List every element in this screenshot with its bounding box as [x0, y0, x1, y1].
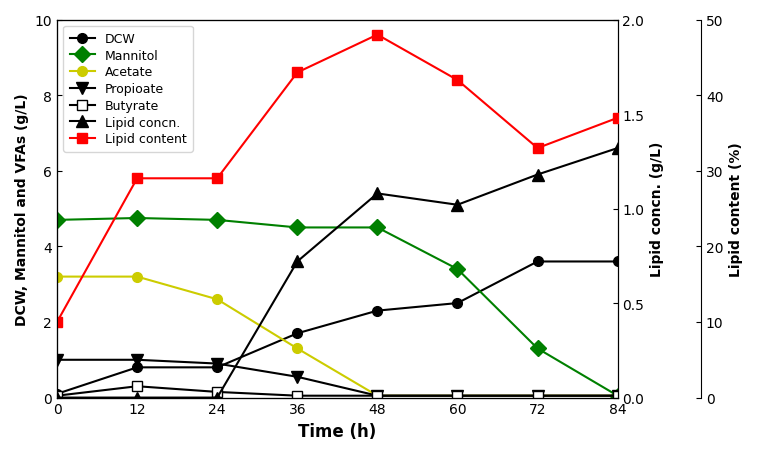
Acetate [293, 346, 302, 351]
Butyrate [453, 393, 462, 399]
Propioate [453, 393, 462, 399]
Line: Lipid concn.: Lipid concn. [52, 143, 623, 403]
Propioate [293, 374, 302, 379]
Propioate [613, 393, 622, 399]
Mannitol [533, 346, 542, 351]
Lipid content [613, 116, 622, 121]
Line: Butyrate: Butyrate [52, 382, 622, 401]
Butyrate [133, 384, 142, 389]
Y-axis label: Lipid content (%): Lipid content (%) [729, 142, 743, 276]
Lipid concn. [213, 395, 222, 400]
Legend: DCW, Mannitol, Acetate, Propioate, Butyrate, Lipid concn., Lipid content: DCW, Mannitol, Acetate, Propioate, Butyr… [63, 27, 193, 152]
Butyrate [373, 393, 382, 399]
Lipid content [293, 71, 302, 76]
Butyrate [293, 393, 302, 399]
Y-axis label: Lipid concn. (g/L): Lipid concn. (g/L) [650, 142, 664, 277]
Butyrate [52, 393, 61, 399]
Lipid content [373, 33, 382, 38]
Lipid content [533, 146, 542, 152]
Propioate [133, 357, 142, 363]
Lipid concn. [533, 172, 542, 178]
Acetate [133, 274, 142, 280]
Line: Lipid content: Lipid content [52, 30, 622, 327]
DCW [213, 365, 222, 370]
Line: DCW: DCW [52, 257, 622, 399]
Mannitol [373, 225, 382, 231]
Line: Propioate: Propioate [52, 354, 623, 401]
Acetate [533, 393, 542, 399]
X-axis label: Time (h): Time (h) [298, 422, 377, 440]
Mannitol [133, 216, 142, 221]
Lipid concn. [373, 191, 382, 197]
Lipid concn. [133, 395, 142, 400]
Y-axis label: DCW, Mannitol and VFAs (g/L): DCW, Mannitol and VFAs (g/L) [15, 93, 29, 325]
Mannitol [293, 225, 302, 231]
Acetate [453, 393, 462, 399]
Lipid concn. [453, 202, 462, 208]
Lipid concn. [613, 146, 622, 152]
Propioate [533, 393, 542, 399]
Lipid content [52, 319, 61, 325]
Propioate [213, 361, 222, 366]
DCW [133, 365, 142, 370]
Propioate [373, 393, 382, 399]
Lipid concn. [293, 259, 302, 265]
Acetate [373, 393, 382, 399]
Acetate [213, 297, 222, 303]
DCW [453, 301, 462, 306]
Mannitol [453, 267, 462, 272]
Propioate [52, 357, 61, 363]
Butyrate [533, 393, 542, 399]
Butyrate [613, 393, 622, 399]
Mannitol [613, 393, 622, 399]
Lipid concn. [52, 395, 61, 400]
Acetate [52, 274, 61, 280]
Lipid content [453, 78, 462, 84]
Line: Acetate: Acetate [52, 272, 622, 401]
Line: Mannitol: Mannitol [52, 213, 623, 401]
Lipid content [213, 176, 222, 182]
DCW [293, 331, 302, 336]
Lipid content [133, 176, 142, 182]
DCW [52, 391, 61, 397]
Acetate [613, 393, 622, 399]
Butyrate [213, 389, 222, 395]
Mannitol [52, 217, 61, 223]
Mannitol [213, 217, 222, 223]
DCW [373, 308, 382, 313]
DCW [533, 259, 542, 265]
DCW [613, 259, 622, 265]
